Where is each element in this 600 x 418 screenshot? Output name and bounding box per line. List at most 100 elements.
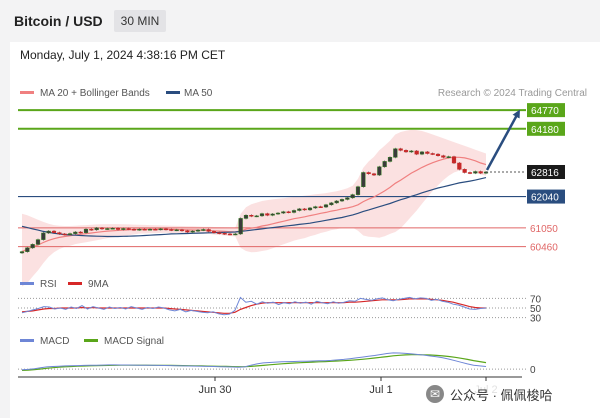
candle <box>67 233 73 235</box>
candle <box>259 213 265 217</box>
candle <box>238 218 243 235</box>
candle <box>211 231 217 233</box>
candle <box>190 230 195 233</box>
candle <box>110 227 115 230</box>
level-box-64770 <box>527 103 565 118</box>
legend-swatch-macd-signal <box>84 339 98 342</box>
candle <box>382 161 387 168</box>
legend-label-macd-signal: MACD Signal <box>104 336 164 347</box>
candle <box>41 232 46 240</box>
wechat-icon: ✉ <box>426 385 444 403</box>
candle <box>371 173 377 176</box>
candle <box>387 157 393 162</box>
candle <box>478 171 483 174</box>
candle <box>62 233 67 236</box>
macd-panel: 0 <box>18 352 536 376</box>
x-tick-label: Jul 1 <box>369 384 392 396</box>
candle <box>302 208 307 211</box>
candle <box>377 166 382 176</box>
candle <box>25 247 30 252</box>
timeframe-badge[interactable]: 30 MIN <box>114 10 166 32</box>
current-price-box <box>527 164 565 179</box>
candle <box>462 169 467 173</box>
legend-swatch-ma50 <box>166 91 180 94</box>
candle <box>30 244 35 249</box>
rsi-level-label-50: 50 <box>530 304 542 315</box>
candle <box>249 215 254 217</box>
candle <box>313 206 318 209</box>
candle <box>398 148 403 151</box>
candle <box>179 229 185 232</box>
candle <box>403 150 409 153</box>
candle <box>51 230 57 233</box>
candle <box>457 162 462 170</box>
candle <box>318 206 323 208</box>
chart-title: Bitcoin / USD <box>14 13 103 29</box>
datetime-label: Monday, July 1, 2024 4:38:16 PM CET <box>20 48 226 62</box>
candle <box>435 153 441 156</box>
rsi-9ma-line <box>21 298 486 314</box>
legend-swatch-macd <box>20 339 34 342</box>
level-label-62040: 62040 <box>531 193 559 204</box>
level-label-64770: 64770 <box>531 106 559 117</box>
legend-label-macd: MACD <box>40 336 69 347</box>
candle <box>201 229 206 231</box>
rsi-line <box>21 296 487 316</box>
candle <box>142 228 147 231</box>
level-label-61050: 61050 <box>530 224 558 235</box>
candle <box>99 227 105 230</box>
candle <box>409 150 414 153</box>
watermark-text: 公众号 · 佩佩梭哈 <box>450 387 553 403</box>
candle <box>414 150 419 155</box>
ma50-line <box>21 177 487 238</box>
legend-swatch-ma20 <box>20 91 34 94</box>
candle <box>163 228 169 231</box>
legend-label-ma50: MA 50 <box>184 88 213 99</box>
candle <box>185 230 190 233</box>
candle <box>441 155 446 158</box>
candle <box>227 233 233 236</box>
candle <box>153 228 158 231</box>
projection-arrow <box>485 109 520 171</box>
candle <box>35 239 41 245</box>
candle <box>430 153 435 155</box>
rsi-level-label-30: 30 <box>530 314 542 325</box>
legend-swatch-9ma <box>68 282 82 285</box>
candle <box>57 232 62 235</box>
candle <box>323 204 329 208</box>
candle <box>334 200 339 204</box>
candle <box>222 233 227 235</box>
x-tick-label: Jun 30 <box>198 384 231 396</box>
candle <box>195 229 201 232</box>
candle <box>105 228 110 230</box>
candle <box>366 172 371 175</box>
candle <box>19 251 25 254</box>
macd-signal-line <box>21 354 487 371</box>
candle <box>393 148 398 158</box>
research-credit: Research © 2024 Trading Central <box>438 88 587 99</box>
candle <box>169 229 174 231</box>
legend-label-ma20: MA 20 + Bollinger Bands <box>40 88 150 99</box>
candle <box>345 197 350 200</box>
candle <box>419 151 425 155</box>
candle <box>147 228 153 231</box>
candle <box>281 211 286 214</box>
legend-label-rsi: RSI <box>40 279 57 290</box>
candle <box>473 171 478 174</box>
candle <box>339 199 345 202</box>
macd-line <box>21 352 487 371</box>
legend-swatch-rsi <box>20 282 34 285</box>
candle <box>206 229 211 232</box>
candle <box>446 156 451 158</box>
legend-label-9ma: 9MA <box>88 279 109 290</box>
bollinger-band <box>22 129 486 287</box>
candle <box>126 228 131 230</box>
candle <box>131 228 137 231</box>
candle <box>158 228 163 231</box>
candle <box>83 228 89 233</box>
candle <box>329 202 334 206</box>
level-box-64180 <box>527 121 565 136</box>
current-price-label: 62816 <box>531 168 559 179</box>
candle <box>291 210 297 213</box>
